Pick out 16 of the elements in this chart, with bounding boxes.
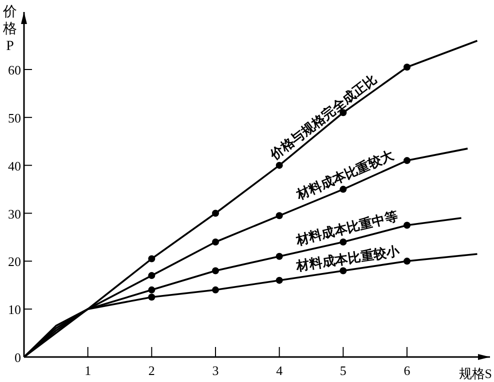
x-tick-label: 4 <box>276 363 284 378</box>
y-tick-label: 40 <box>8 158 21 174</box>
y-tick-label: 10 <box>8 302 21 318</box>
y-tick-label: 60 <box>8 62 21 78</box>
x-tick-label: 2 <box>148 363 155 378</box>
y-axis-title: 价格P <box>2 4 17 54</box>
y-tick-label: 20 <box>8 254 21 270</box>
y-tick-label: 30 <box>8 206 21 222</box>
y-tick-label: 0 <box>14 350 21 365</box>
x-tick-label: 3 <box>212 363 219 378</box>
x-axis-title: 规格S <box>458 366 492 381</box>
x-tick-label: 5 <box>340 363 346 378</box>
x-tick-label: 1 <box>84 363 92 378</box>
text: 材料成本比重较大 <box>293 146 397 203</box>
y-tick-label: 50 <box>8 110 21 126</box>
x-tick-label: 6 <box>404 363 411 378</box>
